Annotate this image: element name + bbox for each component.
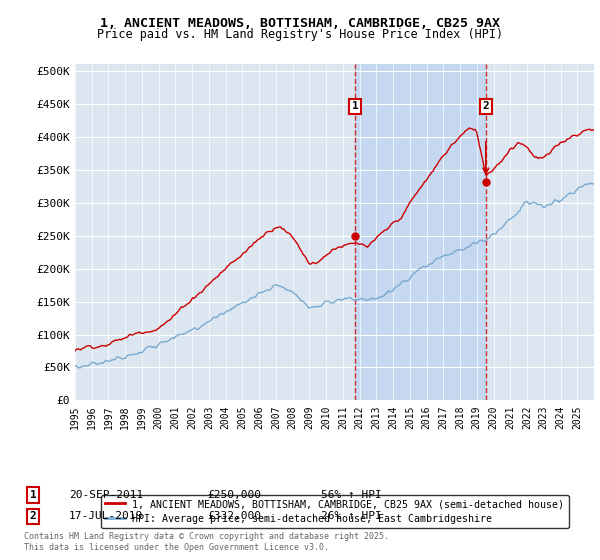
Text: 1, ANCIENT MEADOWS, BOTTISHAM, CAMBRIDGE, CB25 9AX: 1, ANCIENT MEADOWS, BOTTISHAM, CAMBRIDGE… — [100, 17, 500, 30]
Text: £250,000: £250,000 — [207, 490, 261, 500]
Text: 2: 2 — [29, 511, 37, 521]
Legend: 1, ANCIENT MEADOWS, BOTTISHAM, CAMBRIDGE, CB25 9AX (semi-detached house), HPI: A: 1, ANCIENT MEADOWS, BOTTISHAM, CAMBRIDGE… — [101, 495, 569, 528]
Text: £332,000: £332,000 — [207, 511, 261, 521]
Text: 17-JUL-2019: 17-JUL-2019 — [69, 511, 143, 521]
Text: 1: 1 — [29, 490, 37, 500]
Text: 1: 1 — [352, 101, 358, 111]
Text: 20-SEP-2011: 20-SEP-2011 — [69, 490, 143, 500]
Text: Contains HM Land Registry data © Crown copyright and database right 2025.
This d: Contains HM Land Registry data © Crown c… — [24, 533, 389, 552]
Text: 2: 2 — [482, 101, 489, 111]
Text: Price paid vs. HM Land Registry's House Price Index (HPI): Price paid vs. HM Land Registry's House … — [97, 28, 503, 41]
Bar — [355, 64, 486, 400]
Text: 56% ↑ HPI: 56% ↑ HPI — [321, 490, 382, 500]
Text: 26% ↑ HPI: 26% ↑ HPI — [321, 511, 382, 521]
